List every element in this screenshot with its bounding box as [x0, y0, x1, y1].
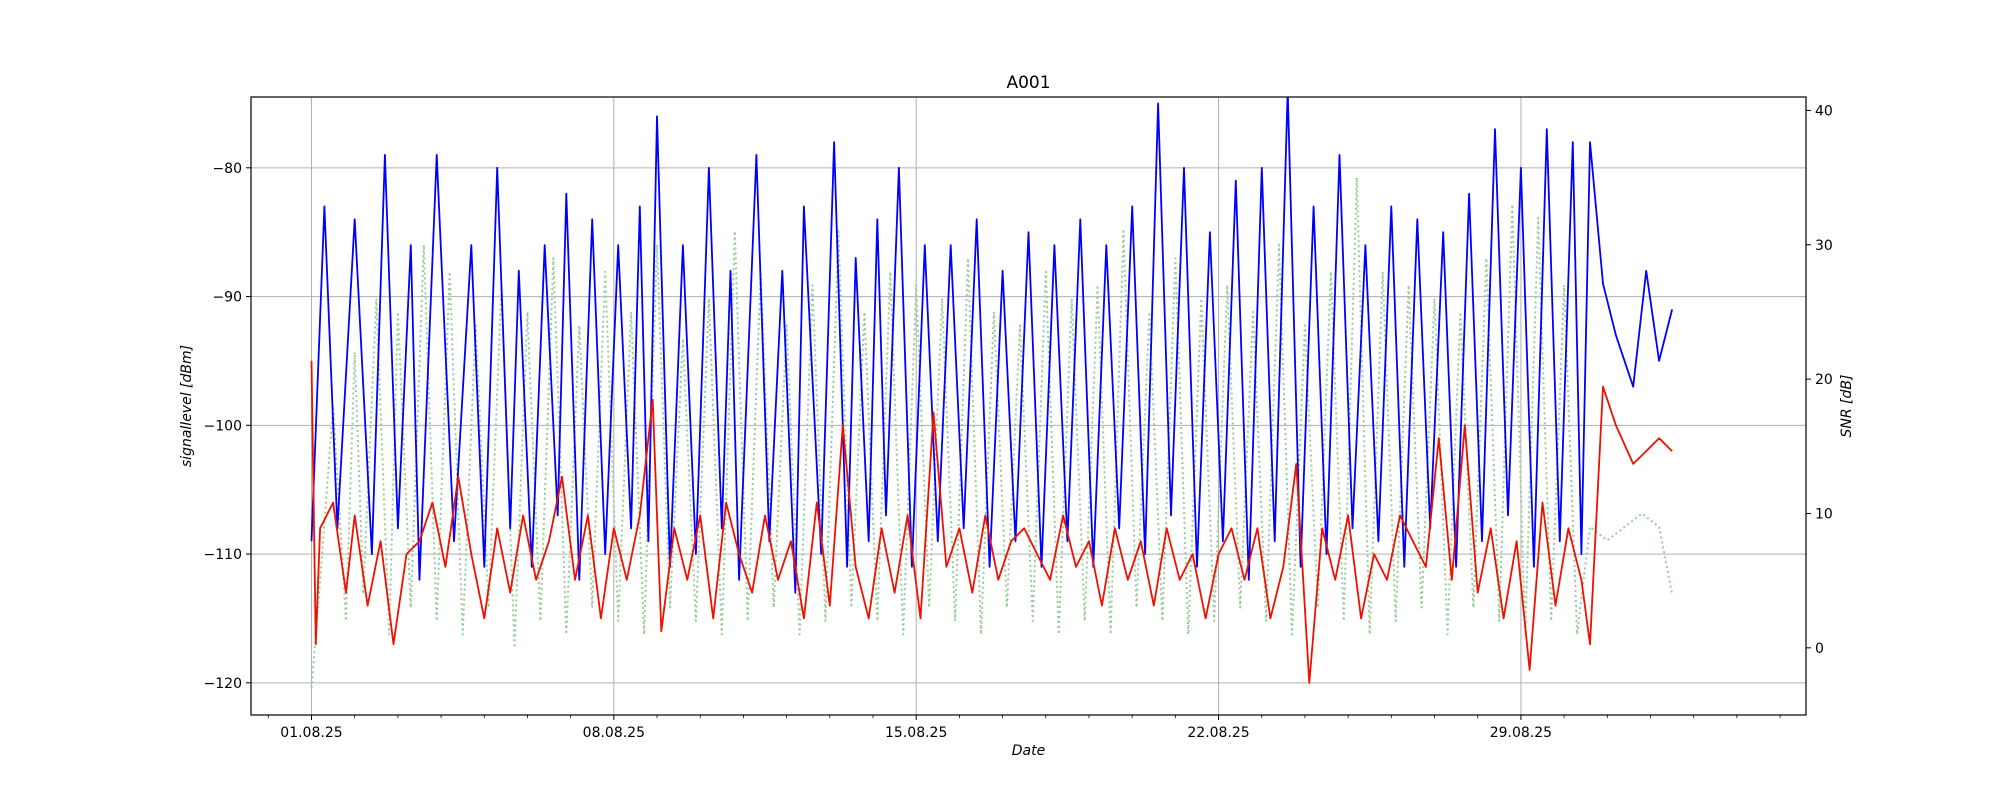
series-line-1	[310, 360, 1673, 684]
y-tick-label-left: −120	[204, 676, 242, 692]
x-tick-label: 08.08.25	[583, 725, 645, 741]
x-tick-label: 22.08.25	[1187, 725, 1249, 741]
y-tick-label-left: −110	[204, 547, 242, 563]
y-tick-label-left: −80	[212, 161, 242, 177]
y-axis-label-right: SNR [dB]	[1839, 375, 1855, 438]
axes: 01.08.25 08.08.25 15.08.25 22.08.25 29.08.25…	[204, 103, 1833, 741]
x-axis-label: Date	[1012, 743, 1045, 759]
chart-title: A001	[1006, 73, 1050, 93]
series-group	[310, 97, 1674, 689]
x-tick-label: 15.08.25	[885, 725, 947, 741]
series-line-2	[310, 176, 1674, 689]
y-tick-label-right: 0	[1815, 641, 1824, 657]
y-tick-label-right: 10	[1815, 506, 1833, 522]
y-tick-label-right: 30	[1815, 238, 1833, 254]
x-tick-label: 29.08.25	[1490, 725, 1552, 741]
x-tick-label: 01.08.25	[280, 725, 342, 741]
y-tick-label-right: 20	[1815, 372, 1833, 388]
y-tick-label-right: 40	[1815, 103, 1833, 119]
y-tick-label-left: −100	[204, 418, 242, 434]
y-tick-label-left: −90	[212, 290, 242, 306]
grid	[251, 97, 1806, 715]
plot-frame	[250, 96, 1807, 716]
series-line-0	[310, 97, 1673, 594]
y-axis-label-left: signallevel [dBm]	[179, 345, 195, 467]
